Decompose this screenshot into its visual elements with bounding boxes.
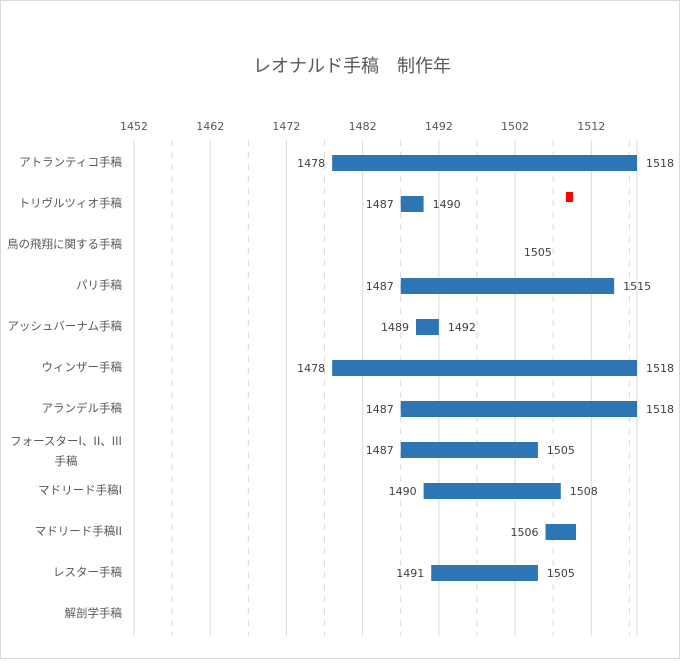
end-year-label: 1518 xyxy=(646,157,674,170)
y-category-label: パリ手稿 xyxy=(76,278,122,292)
x-tick-label: 1512 xyxy=(577,120,605,133)
x-tick-label: 1472 xyxy=(272,120,300,133)
x-axis-tick-labels: 1452 1462 1472 1482 1492 1502 1512 xyxy=(120,120,605,133)
end-year-label: 1490 xyxy=(433,198,461,211)
duration-bar xyxy=(423,483,561,499)
chart-title: レオナルド手稿 制作年 xyxy=(253,56,451,77)
y-category-label: ウィンザー手稿 xyxy=(42,360,123,374)
start-year-label: 1491 xyxy=(396,567,424,580)
start-year-label: 1487 xyxy=(366,444,394,457)
y-category-label: マドリード手稿I xyxy=(38,483,122,497)
y-category-label: アランデル手稿 xyxy=(42,401,123,415)
gridlines xyxy=(133,140,638,636)
end-year-label: 1515 xyxy=(623,280,651,293)
start-year-label: 1487 xyxy=(366,403,394,416)
start-year-label: 1487 xyxy=(366,280,394,293)
duration-bar xyxy=(400,196,424,212)
x-tick-label: 1482 xyxy=(349,120,377,133)
x-tick-label: 1452 xyxy=(120,120,148,133)
start-year-label: 1506 xyxy=(511,526,539,539)
end-year-label: 1505 xyxy=(547,567,575,580)
y-category-label: 鳥の飛翔に関する手稿 xyxy=(7,237,122,251)
end-year-label: 1492 xyxy=(448,321,476,334)
x-tick-label: 1492 xyxy=(425,120,453,133)
duration-bar xyxy=(415,319,439,335)
x-tick-label: 1462 xyxy=(196,120,224,133)
y-category-label: アトランティコ手稿 xyxy=(19,155,122,169)
duration-bar xyxy=(332,155,637,171)
end-year-label: 1505 xyxy=(524,246,552,259)
y-category-label: アッシュバーナム手稿 xyxy=(7,319,122,333)
start-year-label: 1478 xyxy=(297,362,325,375)
start-year-label: 1478 xyxy=(297,157,325,170)
single-year-marker xyxy=(565,192,573,202)
y-category-label: レスター手稿 xyxy=(53,565,122,579)
start-year-label: 1487 xyxy=(366,198,394,211)
end-year-label: 1508 xyxy=(570,485,598,498)
start-year-label: 1490 xyxy=(389,485,417,498)
x-tick-label: 1502 xyxy=(501,120,529,133)
duration-bar xyxy=(431,565,538,581)
y-axis-category-labels: アトランティコ手稿トリヴルツィオ手稿鳥の飛翔に関する手稿パリ手稿アッシュバーナム… xyxy=(7,155,122,620)
y-category-label: フォースターI、II、III 手稿 xyxy=(10,434,122,468)
end-year-label: 1518 xyxy=(646,362,674,375)
start-year-label: 1489 xyxy=(381,321,409,334)
y-category-label: 解剖学手稿 xyxy=(65,606,123,620)
duration-bar xyxy=(400,442,538,458)
duration-bar xyxy=(400,401,637,417)
y-category-label: マドリード手稿II xyxy=(35,524,122,538)
duration-bars xyxy=(332,155,637,581)
y-category-label-line: 手稿 xyxy=(55,454,78,468)
duration-bar xyxy=(545,524,577,540)
end-year-label: 1518 xyxy=(646,403,674,416)
end-year-label: 1505 xyxy=(547,444,575,457)
duration-bar xyxy=(400,278,615,294)
y-category-label-line: フォースターI、II、III xyxy=(10,434,122,448)
data-labels: 1478 1518 1487 1490 1505 1487 1515 1489 1492 1478… xyxy=(297,157,674,580)
duration-bar xyxy=(332,360,637,376)
y-category-label: トリヴルツィオ手稿 xyxy=(19,196,123,210)
